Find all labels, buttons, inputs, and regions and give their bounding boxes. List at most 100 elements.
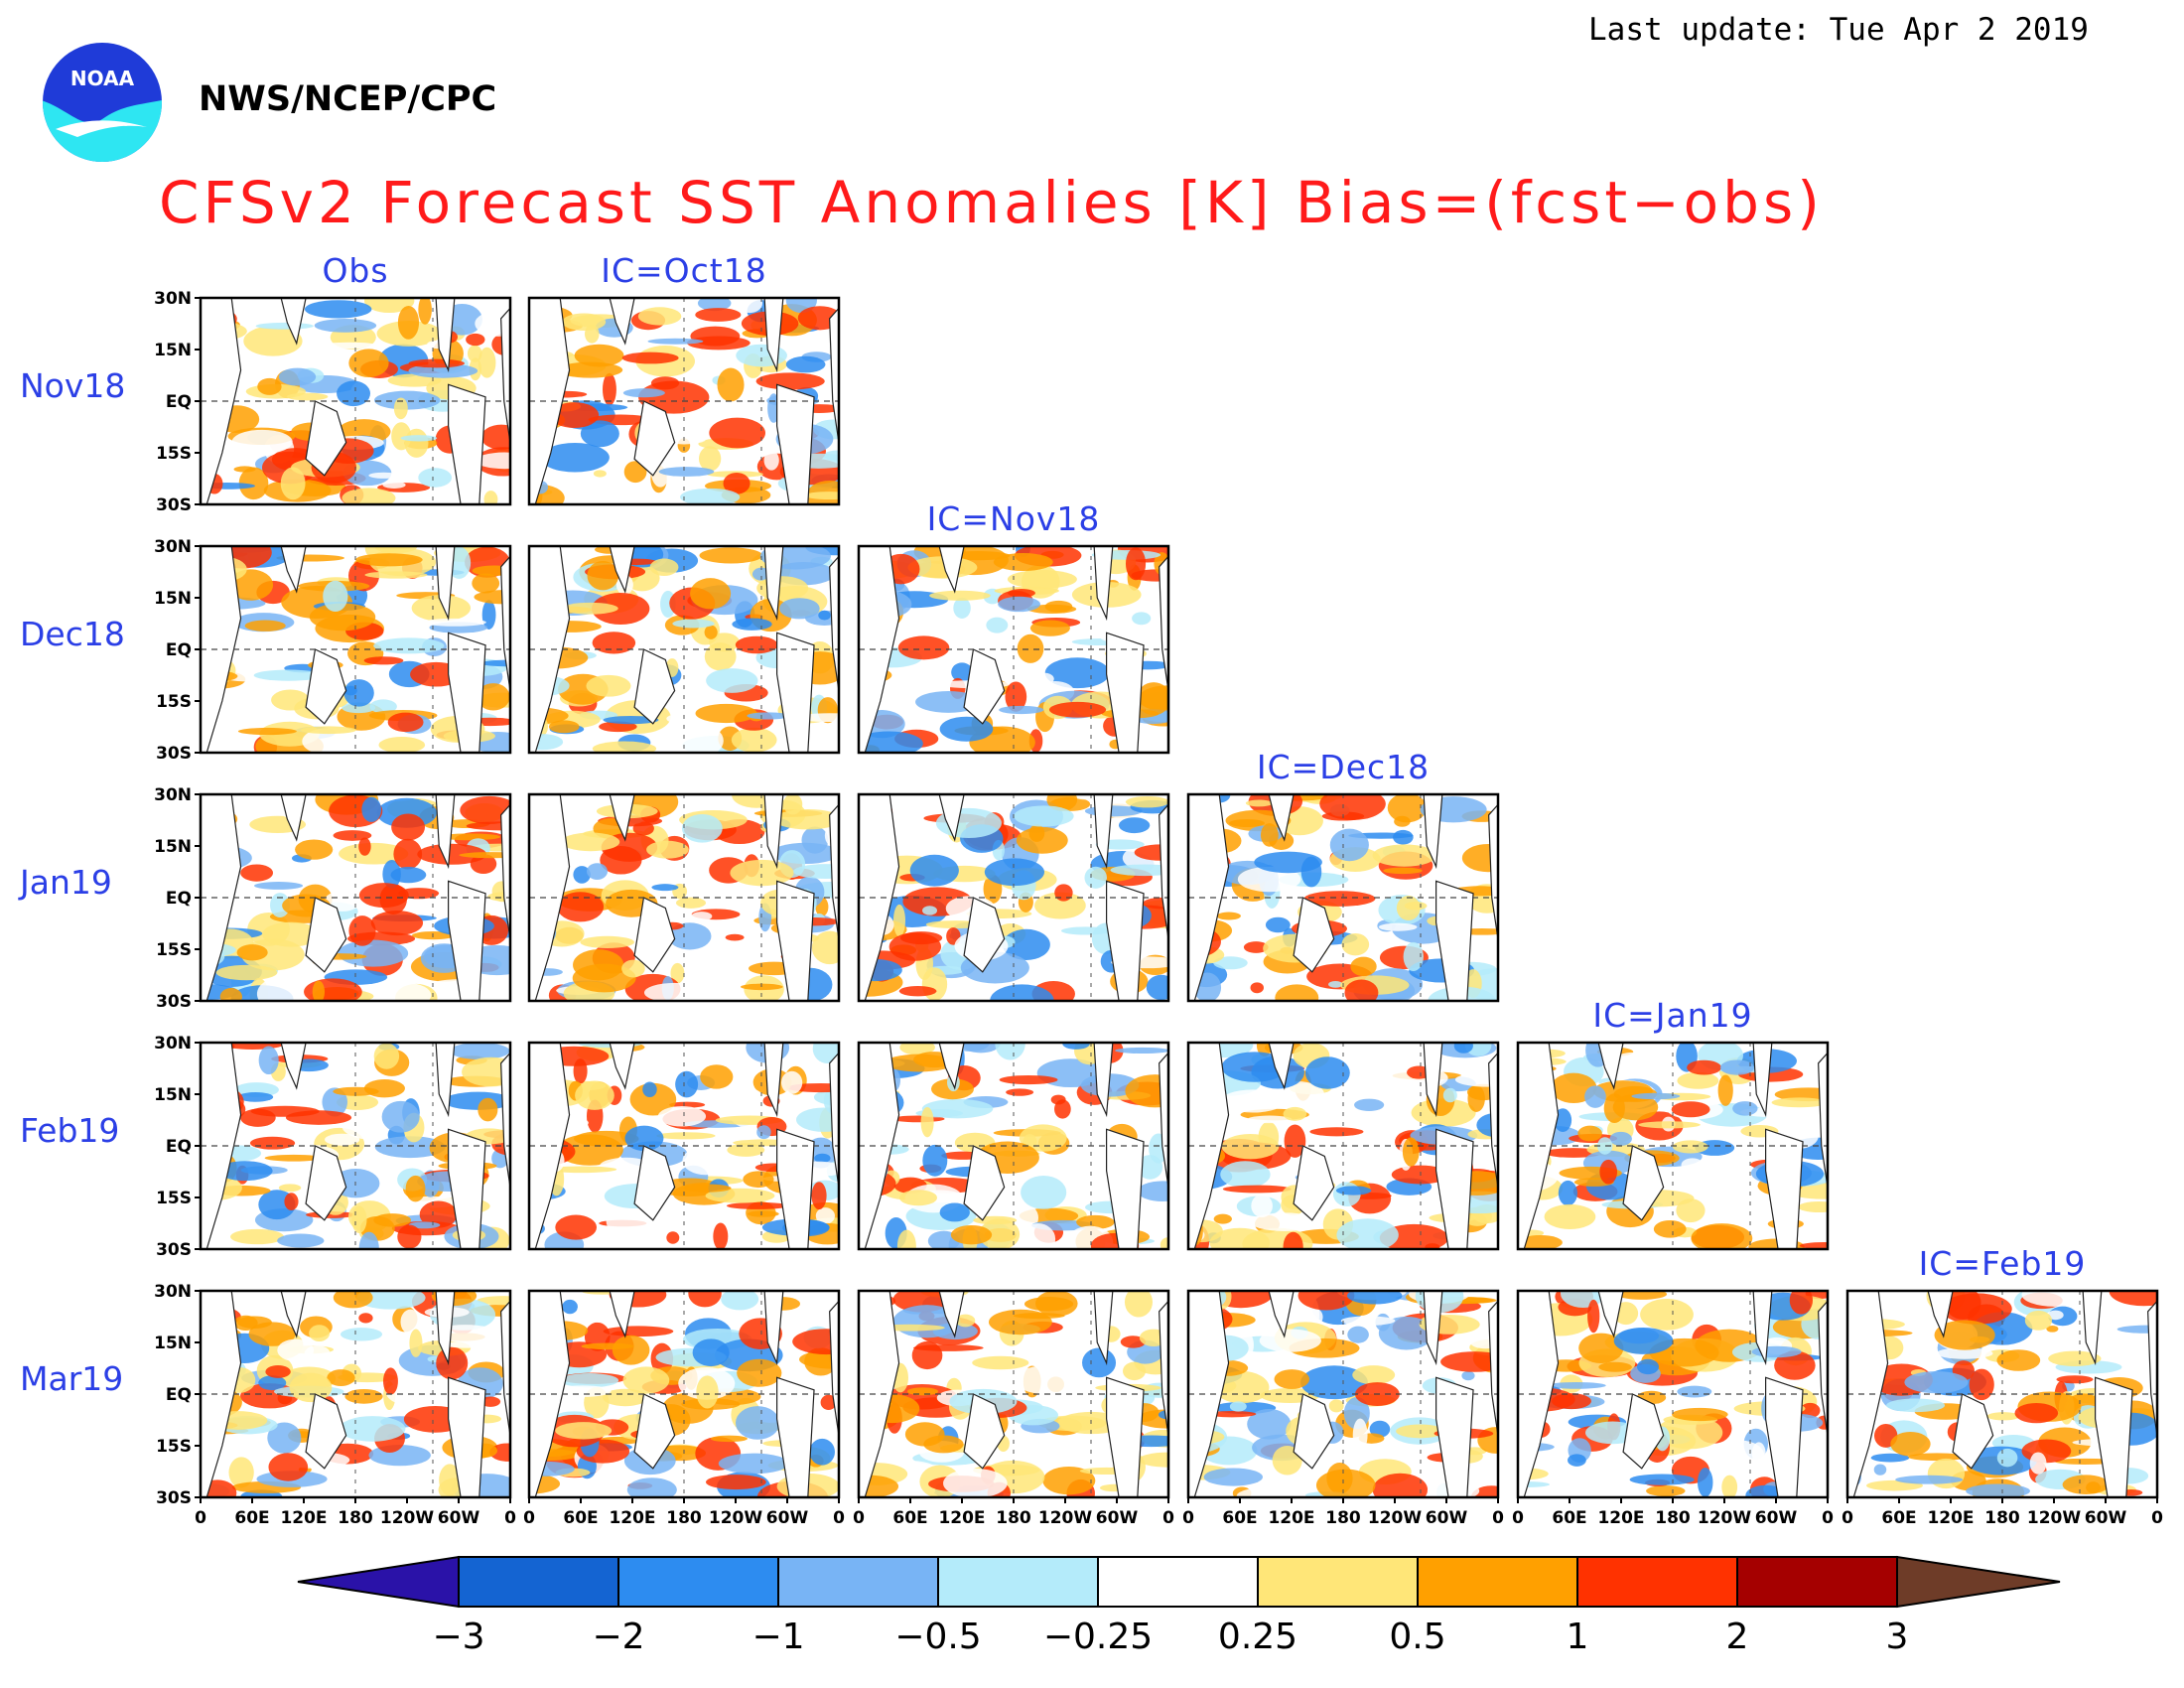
- land-mass: [500, 1052, 510, 1188]
- land-mass: [448, 880, 486, 1001]
- land-mass: [633, 400, 676, 477]
- land-mass: [859, 1043, 900, 1249]
- map-panel: 0 60E 120E 180 120W 60W 0: [853, 1289, 1174, 1528]
- lon-tick-label: 120W: [1368, 1508, 1422, 1528]
- land-mass: [1159, 1052, 1168, 1188]
- land-mass: [776, 1128, 815, 1249]
- noaa-logo: NOAA: [38, 38, 167, 171]
- land-mass: [776, 880, 815, 1001]
- land-mass: [435, 298, 456, 373]
- land-mass: [633, 1393, 676, 1470]
- sst-anomaly-field: [1188, 794, 1498, 1001]
- lat-tick-label: 30N: [154, 1282, 192, 1302]
- land-mass: [1268, 794, 1295, 842]
- sst-anomaly-field: [529, 546, 839, 753]
- land-mass: [829, 307, 839, 443]
- land-mass: [201, 546, 242, 753]
- colorbar-bin: [1417, 1556, 1578, 1608]
- land-mass: [1622, 1393, 1665, 1470]
- sst-anomaly-field: [201, 1291, 510, 1497]
- colorbar-bin: [777, 1556, 939, 1608]
- lat-tick-label: EQ: [166, 392, 192, 412]
- sst-anomaly-field: [859, 794, 1168, 1001]
- map-panel: 30N 15N EQ 15S 30S: [154, 289, 512, 515]
- colorbar-label: 0.25: [1218, 1617, 1297, 1657]
- map-panel: 30N 15N EQ 15S 30S: [154, 785, 512, 1012]
- sst-anomaly-field: [201, 1043, 510, 1249]
- lon-tick-label: 60W: [438, 1508, 480, 1528]
- lat-tick-label: 15S: [156, 444, 192, 464]
- sst-anomaly-field: [529, 1043, 839, 1249]
- colorbar-max-arrow: [1896, 1555, 2061, 1609]
- lat-tick-label: 15N: [154, 837, 192, 857]
- panel-frame: [857, 544, 1170, 755]
- land-mass: [1765, 1128, 1804, 1249]
- land-mass: [859, 546, 900, 753]
- panel-frame: [1516, 1041, 1830, 1251]
- lon-tick-label: 60W: [1426, 1508, 1468, 1528]
- lon-tick-label: 120W: [1698, 1508, 1751, 1528]
- lat-tick-label: 30N: [154, 1034, 192, 1054]
- lat-tick-label: EQ: [166, 889, 192, 909]
- lon-tick-label: 60W: [766, 1508, 809, 1528]
- sst-anomaly-field: [529, 1291, 839, 1497]
- column-label: IC=Jan19: [1592, 996, 1752, 1035]
- colorbar-label: 2: [1726, 1617, 1749, 1657]
- panel-frame: [1186, 792, 1500, 1003]
- land-mass: [1818, 1300, 1828, 1436]
- panel-frame: [527, 544, 841, 755]
- land-mass: [1268, 1043, 1295, 1090]
- colorbar-bin: [1097, 1556, 1259, 1608]
- land-mass: [435, 1043, 456, 1118]
- lon-tick-label: 180: [338, 1508, 373, 1528]
- lat-tick-label: 15S: [156, 692, 192, 712]
- land-mass: [1106, 632, 1145, 753]
- land-mass: [1847, 1291, 1889, 1497]
- land-mass: [448, 632, 486, 753]
- row-label: Feb19: [20, 1111, 119, 1150]
- land-mass: [1093, 1291, 1114, 1366]
- land-mass: [1159, 803, 1168, 939]
- colorbar-label: 3: [1886, 1617, 1909, 1657]
- colorbar-bin: [1257, 1556, 1419, 1608]
- land-mass: [609, 1043, 635, 1090]
- land-mass: [938, 1291, 965, 1338]
- land-mass: [2095, 1376, 2133, 1497]
- lat-tick-label: 30S: [156, 1488, 192, 1508]
- land-mass: [448, 1376, 486, 1497]
- colorbar-label: −1: [751, 1617, 804, 1657]
- lon-tick-label: 180: [666, 1508, 702, 1528]
- land-mass: [529, 298, 571, 504]
- lon-tick-label: 60E: [563, 1508, 598, 1528]
- land-mass: [859, 1291, 900, 1497]
- colorbar-label: 1: [1567, 1617, 1589, 1657]
- sst-anomaly-field: [201, 794, 510, 1001]
- sst-anomaly-field: [1847, 1291, 2157, 1497]
- row-label: Nov18: [20, 366, 125, 405]
- lat-tick-label: 15S: [156, 1437, 192, 1457]
- lon-tick-label: 0: [1822, 1508, 1834, 1528]
- map-panel: [1516, 1041, 1830, 1251]
- lon-tick-label: 0: [523, 1508, 535, 1528]
- land-mass: [609, 298, 635, 346]
- land-mass: [963, 648, 1006, 725]
- lon-tick-label: 120E: [609, 1508, 655, 1528]
- colorbar-label: −2: [592, 1617, 644, 1657]
- land-mass: [1293, 1145, 1335, 1221]
- land-mass: [435, 1291, 456, 1366]
- land-mass: [829, 555, 839, 691]
- map-panel: 0 60E 120E 180 120W 60W 0: [523, 1289, 845, 1528]
- land-mass: [280, 1291, 307, 1338]
- lat-tick-label: 15N: [154, 1085, 192, 1105]
- last-update-label: Last update: Tue Apr 2 2019: [1588, 12, 2089, 48]
- lon-tick-label: 180: [1325, 1508, 1361, 1528]
- agency-label: NWS/NCEP/CPC: [199, 79, 497, 119]
- land-mass: [633, 897, 676, 973]
- land-mass: [529, 546, 571, 753]
- land-mass: [609, 794, 635, 842]
- land-mass: [529, 1291, 571, 1497]
- lat-tick-label: 15N: [154, 1334, 192, 1353]
- sst-anomaly-field: [201, 298, 510, 504]
- sst-anomaly-field: [859, 546, 1168, 753]
